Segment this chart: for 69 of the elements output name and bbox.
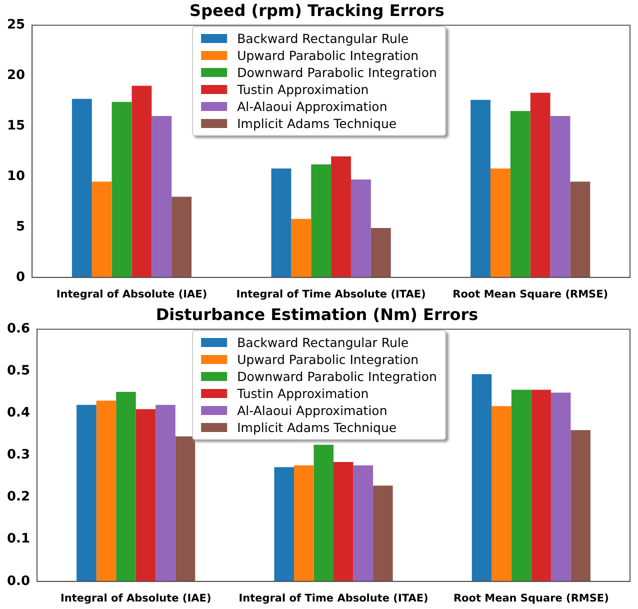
bar bbox=[175, 436, 196, 582]
bar bbox=[550, 392, 571, 582]
y-tick-label: 0.0 bbox=[7, 574, 30, 589]
bar bbox=[570, 182, 590, 278]
x-tick-label: Root Mean Square (RMSE) bbox=[452, 288, 608, 300]
bar bbox=[76, 404, 96, 582]
y-tick-label: 0.4 bbox=[7, 406, 30, 421]
legend-label: Al-Alaoui Approximation bbox=[237, 402, 388, 419]
y-tick-label: 25 bbox=[6, 18, 26, 33]
bar bbox=[291, 218, 312, 278]
bar bbox=[511, 390, 532, 582]
y-tick-label: 15 bbox=[6, 118, 26, 134]
bar bbox=[334, 462, 354, 582]
bar bbox=[72, 98, 92, 278]
bar bbox=[353, 465, 374, 582]
x-tick-label: Integral of Absolute (IAE) bbox=[60, 592, 212, 604]
legend-label: Tustin Approximation bbox=[237, 385, 369, 402]
legend-label: Al-Alaoui Approximation bbox=[237, 98, 388, 115]
y-tick-label: 0 bbox=[16, 270, 26, 285]
x-tick-label: Integral of Time Absolute (ITAE) bbox=[236, 288, 426, 300]
bar bbox=[314, 444, 334, 582]
y-tick-label: 0.5 bbox=[7, 364, 30, 379]
legend-label: Downward Parabolic Integration bbox=[237, 368, 437, 385]
bar bbox=[510, 110, 530, 278]
y-tick-label: 20 bbox=[6, 68, 26, 84]
bar bbox=[132, 86, 152, 278]
bar bbox=[350, 180, 371, 278]
legend-label: Backward Rectangular Rule bbox=[237, 334, 409, 351]
legend-label: Downward Parabolic Integration bbox=[237, 64, 437, 81]
bar bbox=[271, 168, 292, 278]
y-tick-label: 10 bbox=[6, 168, 26, 184]
y-tick-label: 0.1 bbox=[7, 532, 30, 547]
y-tick-label: 0.3 bbox=[7, 448, 30, 463]
chart-title: Disturbance Estimation (Nm) Errors bbox=[156, 304, 478, 324]
chart-title: Speed (rpm) Tracking Errors bbox=[190, 0, 444, 20]
bar bbox=[274, 467, 294, 582]
x-tick-label: Integral of Time Absolute (ITAE) bbox=[238, 592, 428, 604]
bar bbox=[172, 196, 192, 278]
bar bbox=[294, 465, 314, 582]
legend-label: Tustin Approximation bbox=[237, 81, 369, 98]
bar bbox=[472, 374, 492, 582]
bar bbox=[136, 409, 156, 582]
bar bbox=[311, 164, 332, 278]
bar bbox=[490, 168, 510, 278]
bar bbox=[156, 404, 176, 582]
y-tick-label: 0.2 bbox=[7, 490, 30, 505]
bar bbox=[530, 92, 550, 278]
bar bbox=[92, 182, 112, 278]
x-tick-label: Root Mean Square (RMSE) bbox=[453, 592, 609, 604]
bar bbox=[112, 102, 132, 278]
legend-label: Implicit Adams Technique bbox=[237, 419, 397, 436]
bar bbox=[331, 156, 351, 278]
x-tick-label: Integral of Absolute (IAE) bbox=[56, 288, 208, 300]
y-tick-label: 0.6 bbox=[7, 322, 30, 337]
bar bbox=[96, 400, 116, 582]
bar bbox=[373, 486, 393, 582]
legend-label: Upward Parabolic Integration bbox=[237, 351, 419, 368]
bar bbox=[570, 430, 590, 582]
y-tick-label: 5 bbox=[16, 219, 26, 234]
bar bbox=[531, 390, 551, 582]
bar bbox=[116, 392, 136, 582]
legend-label: Upward Parabolic Integration bbox=[237, 47, 419, 64]
legend-label: Backward Rectangular Rule bbox=[237, 30, 409, 47]
bar bbox=[492, 406, 512, 582]
bar bbox=[550, 116, 570, 278]
bar bbox=[370, 228, 391, 278]
legend-label: Implicit Adams Technique bbox=[237, 115, 397, 132]
bar bbox=[470, 100, 490, 278]
bar bbox=[152, 116, 172, 278]
